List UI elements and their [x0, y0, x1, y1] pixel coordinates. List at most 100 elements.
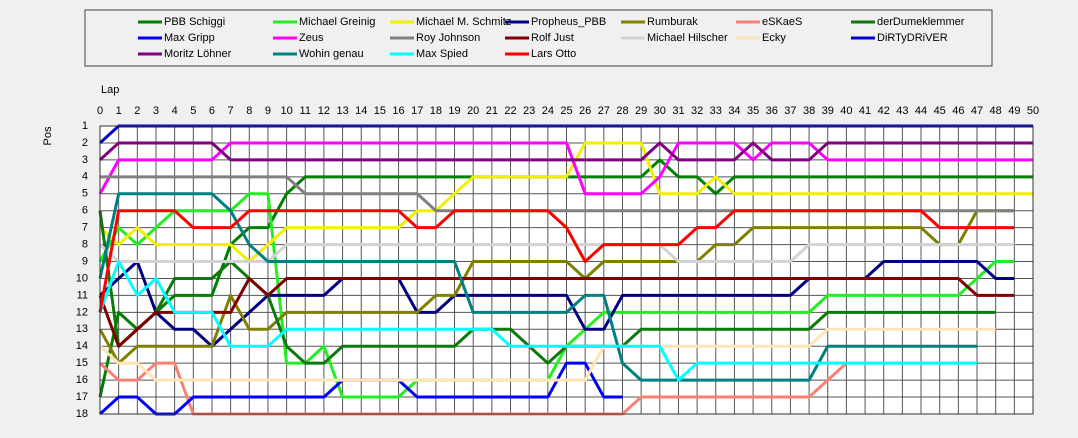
legend-label: Propheus_PBB — [531, 16, 606, 28]
x-tick-label: 42 — [878, 105, 890, 117]
x-tick-label: 25 — [560, 105, 572, 117]
legend-label: Roy Johnson — [416, 32, 480, 44]
legend-label: Rumburak — [647, 16, 698, 28]
x-tick-label: 50 — [1027, 105, 1039, 117]
x-tick-label: 41 — [859, 105, 871, 117]
x-axis-label: Lap — [101, 84, 119, 96]
y-tick-label: 1 — [82, 120, 88, 132]
x-tick-label: 11 — [300, 105, 311, 117]
x-tick-label: 6 — [209, 105, 215, 117]
x-tick-label: 22 — [504, 105, 516, 117]
x-tick-label: 31 — [672, 105, 684, 117]
x-tick-label: 40 — [840, 105, 852, 117]
x-tick-label: 29 — [635, 105, 647, 117]
y-tick-label: 16 — [76, 374, 88, 386]
y-tick-label: 4 — [82, 171, 88, 183]
x-tick-label: 18 — [430, 105, 442, 117]
x-tick-label: 46 — [952, 105, 964, 117]
legend-label: Michael Hilscher — [647, 32, 728, 44]
y-tick-label: 17 — [76, 391, 88, 403]
x-tick-label: 7 — [228, 105, 234, 117]
series-line — [98, 327, 996, 382]
legend-label: Max Spied — [416, 48, 468, 60]
series-line — [98, 192, 1015, 399]
legend-label: Moritz Löhner — [164, 48, 232, 60]
y-tick-label: 8 — [82, 238, 88, 250]
series-line — [98, 209, 1015, 313]
x-tick-label: 43 — [896, 105, 908, 117]
x-tick-label: 8 — [246, 105, 252, 117]
series-line — [98, 141, 1033, 162]
x-tick-label: 9 — [265, 105, 271, 117]
x-tick-label: 44 — [915, 105, 927, 117]
x-tick-label: 13 — [336, 105, 348, 117]
y-tick-label: 13 — [76, 323, 88, 335]
x-tick-label: 33 — [710, 105, 722, 117]
x-tick-label: 26 — [579, 105, 591, 117]
x-tick-label: 4 — [172, 105, 178, 117]
y-tick-label: 5 — [82, 188, 88, 200]
x-tick-label: 19 — [448, 105, 460, 117]
series-line — [98, 209, 1015, 365]
x-tick-label: 16 — [392, 105, 404, 117]
x-tick-label: 2 — [134, 105, 140, 117]
legend-label: Zeus — [299, 32, 324, 44]
x-tick-label: 0 — [97, 105, 103, 117]
x-tick-label: 35 — [747, 105, 759, 117]
x-tick-label: 3 — [153, 105, 159, 117]
legend-label: Lars Otto — [531, 48, 576, 60]
legend-label: derDumeklemmer — [877, 16, 965, 28]
x-tick-label: 39 — [822, 105, 834, 117]
y-tick-label: 2 — [82, 137, 88, 149]
x-tick-label: 10 — [280, 105, 292, 117]
legend-label: Max Gripp — [164, 32, 215, 44]
y-tick-label: 7 — [82, 222, 88, 234]
series-line — [98, 141, 1033, 264]
y-tick-label: 10 — [76, 272, 88, 284]
x-tick-label: 49 — [1008, 105, 1020, 117]
x-tick-label: 20 — [467, 105, 479, 117]
y-tick-label: 14 — [76, 340, 88, 352]
x-tick-label: 1 — [116, 105, 122, 117]
x-tick-label: 5 — [190, 105, 196, 117]
plot-border — [99, 125, 1034, 415]
series-line — [98, 276, 1015, 348]
y-tick-label: 3 — [82, 154, 88, 166]
x-tick-label: 17 — [411, 105, 423, 117]
x-tick-label: 38 — [803, 105, 815, 117]
x-tick-label: 28 — [616, 105, 628, 117]
legend-label: Ecky — [762, 32, 786, 44]
y-tick-label: 18 — [76, 408, 88, 420]
legend-label: DiRTyDRiVER — [877, 32, 948, 44]
y-tick-label: 15 — [76, 357, 88, 369]
x-tick-label: 34 — [728, 105, 740, 117]
x-tick-label: 30 — [654, 105, 666, 117]
legend-label: Rolf Just — [531, 32, 574, 44]
x-tick-label: 36 — [766, 105, 778, 117]
legend-box — [84, 9, 993, 67]
legend-label: Wohin genau — [299, 48, 364, 60]
y-axis-label: Pos — [42, 126, 54, 145]
x-tick-label: 45 — [934, 105, 946, 117]
y-tick-label: 9 — [82, 255, 88, 267]
series-line — [98, 260, 978, 382]
x-tick-label: 15 — [374, 105, 386, 117]
x-tick-label: 23 — [523, 105, 535, 117]
series-line — [98, 141, 1033, 196]
legend-label: Michael M. Schmitz — [416, 16, 511, 28]
series-line — [98, 192, 978, 382]
y-tick-label: 6 — [82, 205, 88, 217]
series-line — [98, 243, 1015, 264]
x-tick-label: 21 — [486, 105, 498, 117]
legend-label: PBB Schiggi — [164, 16, 225, 28]
x-tick-label: 47 — [971, 105, 983, 117]
x-tick-label: 24 — [542, 105, 554, 117]
x-tick-label: 32 — [691, 105, 703, 117]
x-tick-label: 12 — [318, 105, 330, 117]
y-tick-label: 11 — [77, 289, 88, 301]
legend-label: Michael Greinig — [299, 16, 375, 28]
x-tick-label: 14 — [355, 105, 367, 117]
y-tick-label: 12 — [76, 306, 88, 318]
x-tick-label: 37 — [784, 105, 796, 117]
